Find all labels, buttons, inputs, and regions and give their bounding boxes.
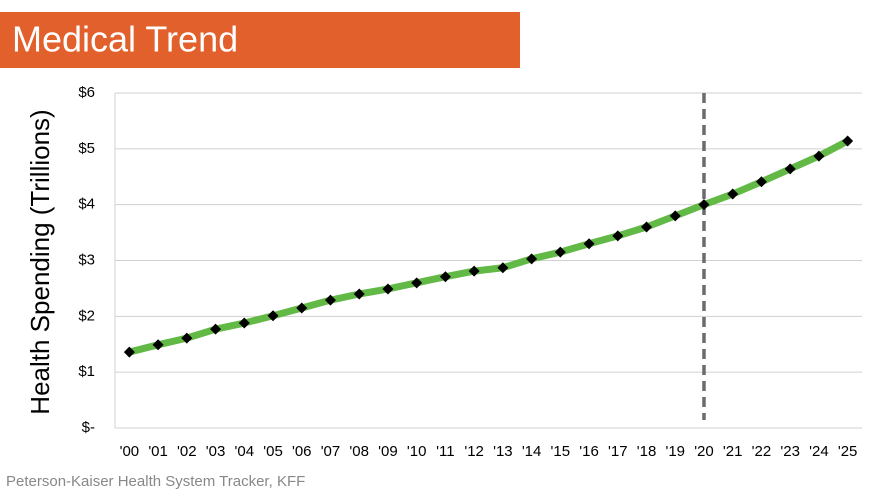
x-tick-label: '15	[551, 443, 571, 460]
y-tick-label: $-	[82, 419, 95, 436]
x-tick-label: '00	[120, 443, 140, 460]
x-tick-label: '07	[321, 443, 341, 460]
x-tick-label: '04	[235, 443, 255, 460]
marker	[123, 346, 135, 358]
x-tick-label: '20	[694, 443, 714, 460]
y-tick-label: $3	[78, 251, 95, 268]
y-tick-label: $5	[78, 140, 95, 157]
x-tick-label: '03	[206, 443, 226, 460]
marker	[583, 238, 595, 250]
marker	[612, 230, 624, 242]
marker	[641, 221, 653, 233]
x-tick-label: '21	[723, 443, 743, 460]
x-tick-label: '24	[809, 443, 829, 460]
marker	[669, 210, 681, 222]
marker	[784, 163, 796, 175]
x-tick-label: '25	[838, 443, 858, 460]
marker	[152, 339, 164, 351]
x-tick-label: '06	[292, 443, 312, 460]
x-tick-label: '12	[464, 443, 484, 460]
x-tick-label: '02	[177, 443, 197, 460]
title-banner	[0, 12, 520, 68]
y-tick-label: $1	[78, 363, 95, 380]
marker	[238, 317, 250, 329]
x-tick-label: '23	[780, 443, 800, 460]
x-tick-label: '16	[579, 443, 599, 460]
x-tick-label: '09	[378, 443, 398, 460]
marker	[181, 332, 193, 344]
x-tick-label: '05	[263, 443, 283, 460]
marker	[698, 199, 710, 211]
x-tick-label: '14	[522, 443, 542, 460]
chart-title: Medical Trend	[12, 19, 238, 60]
marker	[296, 302, 308, 314]
marker	[267, 310, 279, 322]
marker	[468, 265, 480, 277]
marker	[439, 271, 451, 283]
marker	[842, 135, 854, 147]
marker	[727, 188, 739, 200]
series-line	[128, 137, 850, 356]
marker	[554, 246, 566, 258]
marker	[526, 253, 538, 265]
y-tick-label: $2	[78, 307, 95, 324]
x-tick-label: '01	[148, 443, 168, 460]
marker	[210, 323, 222, 335]
x-tick-label: '08	[349, 443, 369, 460]
marker	[497, 262, 509, 274]
marker	[324, 294, 336, 306]
marker	[382, 283, 394, 295]
y-tick-label: $6	[78, 84, 95, 101]
marker	[755, 176, 767, 188]
x-tick-label: '10	[407, 443, 427, 460]
marker	[813, 150, 825, 162]
x-tick-label: '22	[752, 443, 772, 460]
x-tick-label: '11	[436, 443, 454, 460]
y-tick-label: $4	[78, 196, 95, 213]
marker	[411, 277, 423, 289]
source: Peterson-Kaiser Health System Tracker, K…	[6, 473, 305, 490]
x-tick-label: '18	[637, 443, 657, 460]
y-axis-label: Health Spending (Trillions)	[25, 109, 55, 414]
marker	[353, 288, 365, 300]
x-tick-label: '19	[665, 443, 685, 460]
x-tick-label: '17	[608, 443, 628, 460]
x-tick-label: '13	[493, 443, 513, 460]
